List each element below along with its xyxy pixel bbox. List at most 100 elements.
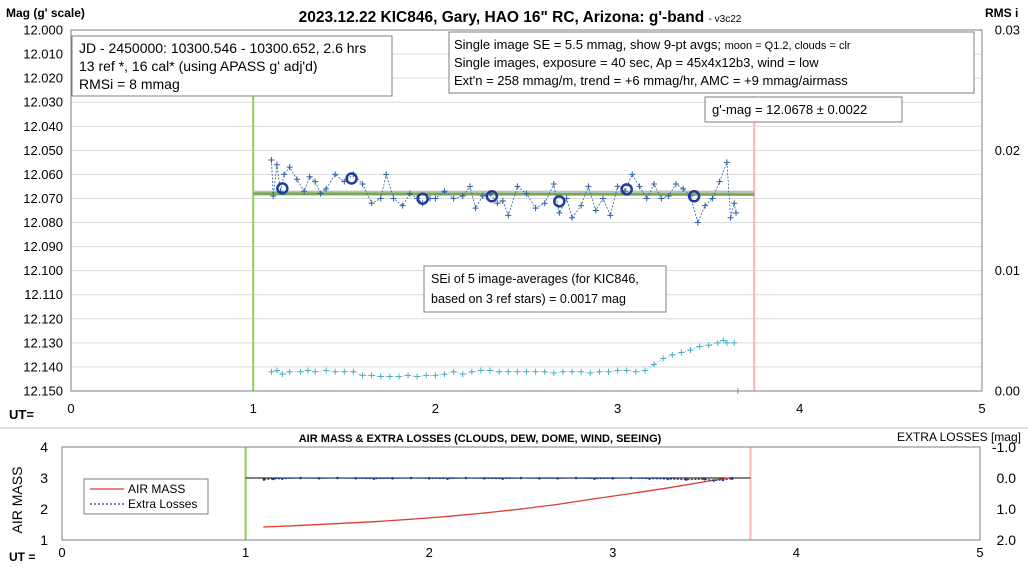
bottom-y-tick-label: 3 [40,470,48,486]
top-y-tick-label: 12.060 [23,167,63,182]
rms-point [268,368,275,375]
single-image-point [494,200,501,207]
top-y2-ticks: 0.03 0.02 0.01 0.00 [995,23,1020,399]
bottom-x-tick-label: 4 [793,545,800,560]
extra-losses-point [501,477,504,480]
trend-line [253,192,755,196]
bottom-y2-tick-label: 1.0 [997,501,1017,517]
legend-label-airmass: AIR MASS [128,482,185,496]
bottom-vlines [244,447,752,540]
single-image-point [368,200,375,207]
top-y-tick-label: 12.100 [23,263,63,278]
extra-losses-point [730,477,734,480]
single-image-point [651,181,658,188]
single-image-point [658,195,665,202]
bottom-y-tick-label: 2 [40,501,48,517]
extra-losses-point [464,476,468,480]
extra-losses-point [391,477,394,480]
single-image-point [672,181,679,188]
top-y2-tick-label: 0.02 [995,143,1020,158]
rms-point [496,368,503,375]
extra-losses-point [262,478,266,481]
top-y2-tick-label: 0.03 [995,23,1020,38]
airmass-point [593,497,596,500]
rms-point [286,368,293,375]
top-vlines [252,96,756,391]
single-image-point [270,193,277,200]
single-image-point [629,171,636,178]
single-image-point [505,212,512,219]
top-gridlines [71,29,982,392]
single-image-point [286,164,293,171]
bottom-x-ticks: 0 1 2 3 4 5 [58,545,983,560]
info-right-line-3: Ext'n = 258 mmag/m, trend = +6 mmag/hr, … [454,73,848,88]
rms-point [459,371,466,378]
single-image-point [569,214,576,221]
top-title-main: 2023.12.22 KIC846, Gary, HAO 16" RC, Ari… [299,9,705,26]
rms-point [614,367,621,374]
rms-point [297,368,304,375]
top-y-tick-label: 12.120 [23,311,63,326]
top-y-tick-label: 12.010 [23,47,63,62]
bottom-x-tick-label: 3 [609,545,616,560]
airmass-point [703,480,706,483]
rms-point [587,369,594,376]
rms-point [541,368,548,375]
single-image-point [643,195,650,202]
sei-line-2: based on 3 ref stars) = 0.0017 mag [431,292,626,306]
rms-point [641,367,648,374]
rms-point [623,367,630,374]
single-image-point [550,181,557,188]
single-image-point [727,214,734,221]
top-y2-tick-label: 0.00 [995,384,1020,399]
info-right-line-2: Single images, exposure = 40 sec, Ap = 4… [454,55,819,70]
top-plot-frame [70,29,983,392]
extra-losses-point [519,476,523,480]
top-y-tick-label: 12.020 [23,71,63,86]
top-y-tick-label: 12.150 [23,384,63,399]
single-image-point [592,207,599,214]
extra-losses-point [611,477,615,480]
bottom-y2label: EXTRA LOSSES [mag] [897,430,1021,444]
single-image-point [377,195,384,202]
rms-point [395,373,402,380]
gmag-text: g'-mag = 12.0678 ± 0.0022 [712,102,867,117]
rms-point [550,369,557,376]
single-image-point [514,183,521,190]
airmass-point [263,526,265,528]
single-image-point [293,176,300,183]
extra-losses-point [482,477,486,480]
bottom-x-tick-label: 1 [242,545,249,560]
extra-losses-point [446,477,449,480]
single-image-point [614,183,621,190]
rms-point [386,373,393,380]
extra-losses-point [427,477,431,480]
rms-point [731,339,738,346]
single-image-point [467,183,474,190]
legend-label-extra-losses: Extra Losses [128,497,197,511]
top-x-tick-label: 5 [978,401,985,416]
bottom-chart: AIR MASS & EXTRA LOSSES (CLOUDS, DEW, DO… [0,427,1028,564]
top-y-tick-label: 12.040 [23,119,63,134]
rms-point [359,372,366,379]
single-image-point [432,195,439,202]
single-image-point [578,202,585,209]
top-y2label: RMS i [985,6,1018,20]
rms-point [377,373,384,380]
bottom-y2-tick-label: 0.0 [997,470,1017,486]
extra-losses-point [703,477,706,481]
top-y-tick-label: 12.130 [23,335,63,350]
rms-point [477,367,484,374]
bottom-plot-frame [61,446,981,541]
info-box-right: Single image SE = 5.5 mmag, show 9-pt av… [448,31,975,94]
extra-losses-point [409,476,413,480]
single-image-point [523,190,530,197]
extra-losses-point [538,477,541,480]
single-image-point [323,185,330,192]
top-y-tick-label: 12.090 [23,239,63,254]
top-y-tick-label: 12.080 [23,215,63,230]
top-x-tick-label: 1 [250,401,257,416]
airmass-point [299,524,302,527]
extra-losses-point [721,478,725,482]
single-image-point [694,219,701,226]
